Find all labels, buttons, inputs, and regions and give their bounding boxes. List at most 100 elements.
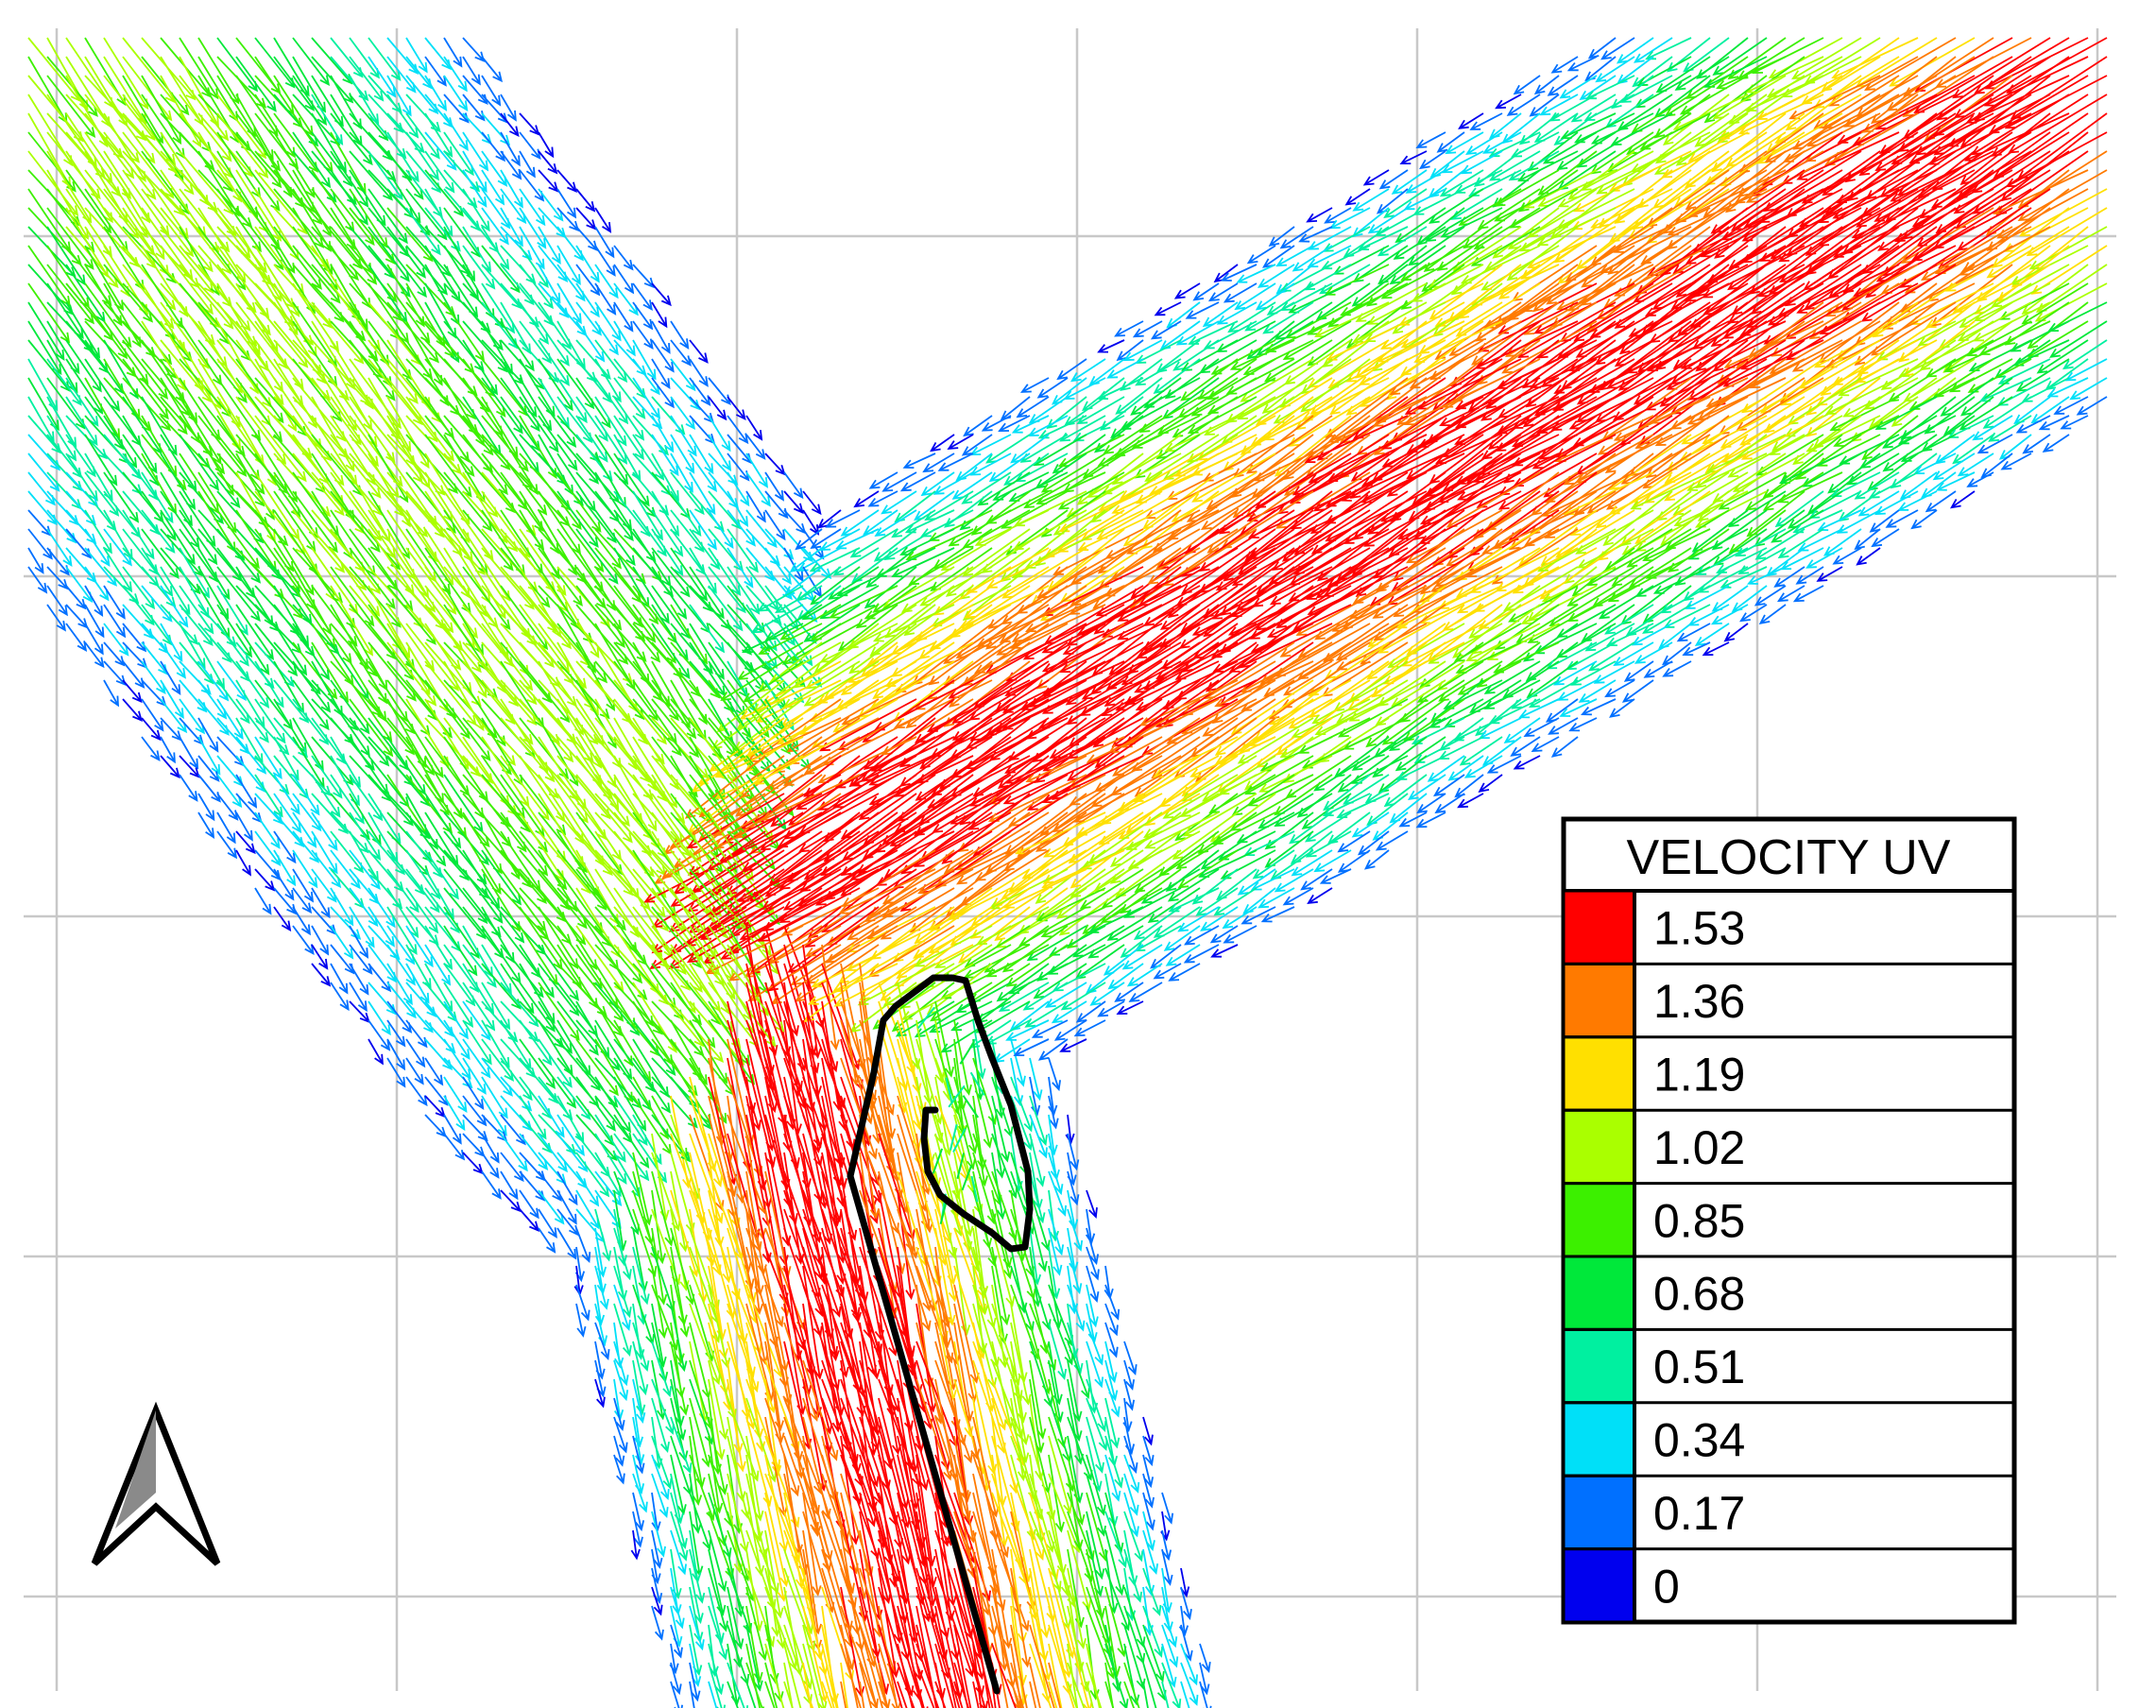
velocity-vector: [1490, 150, 1541, 181]
velocity-vector-head: [1672, 264, 1684, 275]
velocity-vector: [443, 131, 474, 176]
velocity-vector-head: [1952, 89, 1963, 99]
velocity-vector: [1562, 112, 1617, 139]
velocity-vector: [1675, 56, 1730, 91]
velocity-vector: [1797, 131, 1900, 180]
velocity-vector: [1862, 207, 1957, 274]
velocity-vector: [349, 188, 388, 248]
velocity-vector-head: [349, 269, 359, 282]
velocity-vector-head: [1636, 77, 1649, 87]
velocity-vector: [1768, 56, 1843, 97]
velocity-vector-head: [308, 135, 319, 147]
velocity-vector: [197, 226, 246, 290]
velocity-vector-head: [1511, 148, 1523, 158]
velocity-vector-head: [1703, 112, 1716, 124]
velocity-vector: [160, 75, 201, 147]
velocity-vector: [141, 75, 181, 144]
velocity-vector: [235, 169, 282, 241]
velocity-vector: [122, 131, 174, 198]
velocity-vector: [575, 188, 595, 212]
velocity-vector-head: [1537, 197, 1549, 207]
velocity-vector-head: [500, 259, 510, 270]
velocity-vector: [386, 169, 421, 223]
velocity-vector: [424, 169, 464, 216]
velocity-vector-head: [1477, 219, 1489, 230]
velocity-vector: [65, 169, 111, 233]
velocity-vector: [519, 207, 546, 248]
velocity-vector: [46, 131, 101, 199]
velocity-vector: [500, 207, 523, 247]
velocity-vector: [405, 75, 438, 114]
velocity-vector-head: [457, 80, 468, 93]
velocity-vector-head: [172, 133, 182, 145]
velocity-vector-head: [1553, 135, 1566, 146]
velocity-vector: [292, 131, 331, 188]
velocity-vector: [179, 169, 236, 236]
velocity-vector-head: [285, 146, 296, 159]
velocity-vector-head: [1527, 161, 1539, 172]
velocity-vector: [1898, 94, 1994, 152]
velocity-vector-head: [257, 262, 267, 274]
velocity-vector: [1695, 94, 1768, 147]
velocity-vector-head: [1766, 88, 1778, 98]
velocity-vector: [1886, 150, 1976, 222]
velocity-vector: [254, 56, 295, 114]
velocity-vector: [1770, 37, 1843, 78]
velocity-vector-head: [183, 183, 195, 196]
velocity-vector: [65, 56, 111, 127]
velocity-vector: [386, 112, 424, 153]
velocity-vector-head: [418, 61, 428, 74]
velocity-vector: [1792, 37, 1862, 79]
velocity-vector: [1914, 56, 2013, 113]
velocity-vector: [368, 94, 403, 133]
velocity-vector: [424, 131, 456, 170]
velocity-vector: [292, 207, 334, 274]
velocity-vector-head: [1570, 112, 1583, 123]
velocity-vector-head: [145, 189, 157, 200]
velocity-vector: [1757, 112, 1843, 164]
velocity-vector: [1376, 207, 1428, 237]
velocity-vector-head: [470, 181, 481, 193]
velocity-vector: [1530, 94, 1560, 117]
velocity-vector: [424, 112, 453, 157]
velocity-vector: [235, 112, 281, 171]
velocity-vector-head: [1557, 198, 1569, 208]
velocity-vector-head: [314, 237, 325, 248]
velocity-vector: [311, 131, 352, 186]
velocity-vector: [1985, 56, 2089, 107]
velocity-vector-head: [1889, 77, 1900, 87]
velocity-vector: [1493, 207, 1560, 259]
velocity-vector: [330, 112, 373, 165]
velocity-vector-head: [1418, 159, 1430, 170]
velocity-vector: [311, 112, 347, 172]
velocity-vector: [216, 112, 268, 178]
velocity-vector-head: [569, 220, 580, 232]
velocity-vector: [1430, 150, 1465, 178]
velocity-vector: [443, 226, 475, 282]
velocity-vector-head: [416, 267, 426, 279]
velocity-vector: [386, 37, 419, 74]
velocity-vector: [1737, 37, 1805, 80]
velocity-vector: [1859, 112, 1957, 176]
velocity-vector: [311, 169, 355, 232]
velocity-vector: [1544, 131, 1598, 164]
velocity-vector: [273, 131, 316, 197]
velocity-vector-head: [1694, 137, 1706, 147]
velocity-vector: [254, 37, 295, 88]
velocity-vector-head: [385, 171, 397, 182]
velocity-vector: [122, 207, 169, 275]
velocity-vector: [1937, 56, 2032, 121]
velocity-vector-head: [256, 147, 267, 160]
velocity-vector-head: [1666, 61, 1678, 73]
velocity-vector-head: [337, 162, 347, 174]
velocity-vector: [349, 94, 388, 141]
velocity-vector-head: [1914, 145, 1926, 156]
velocity-vector: [1353, 207, 1390, 237]
velocity-vector: [330, 226, 377, 284]
velocity-vector: [1591, 188, 1673, 229]
velocity-vector: [538, 169, 558, 192]
velocity-vector-head: [453, 56, 463, 68]
velocity-vector-head: [1539, 106, 1551, 116]
velocity-vector-head: [385, 86, 397, 98]
velocity-vector-head: [1662, 135, 1674, 145]
